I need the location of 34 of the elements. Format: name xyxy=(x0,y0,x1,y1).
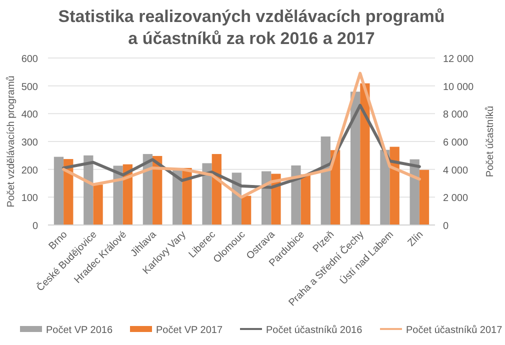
y-tick-label: 300 xyxy=(21,138,38,148)
y-axis-title: Počet vzdělávacích programů xyxy=(5,76,17,208)
y2-tick-label: 0 xyxy=(443,221,449,232)
bar xyxy=(54,156,64,225)
y-tick-label: 600 xyxy=(21,54,38,65)
bar xyxy=(419,170,430,225)
bar xyxy=(350,92,360,225)
bar xyxy=(320,136,330,225)
y2-tick-label: 10 000 xyxy=(443,82,474,93)
y2-axis-title: Počet účastníků xyxy=(484,106,496,178)
x-tick-label: Zlín xyxy=(406,229,426,249)
legend-label: Počet VP 2016 xyxy=(46,325,113,336)
legend-label: Počet VP 2017 xyxy=(156,325,223,336)
bar xyxy=(242,196,252,225)
y-tick-label: 100 xyxy=(21,193,38,204)
bar xyxy=(291,165,301,225)
bar xyxy=(300,174,310,225)
y2-tick-label: 8 000 xyxy=(443,110,468,121)
legend-label: Počet účastníků 2016 xyxy=(266,324,363,336)
y2-tick-label: 6 000 xyxy=(443,138,468,148)
line-series xyxy=(62,72,421,199)
y-tick-label: 0 xyxy=(32,221,38,232)
bar xyxy=(93,184,103,225)
bar xyxy=(202,163,212,225)
y2-tick-label: 4 000 xyxy=(443,165,468,176)
y-tick-label: 200 xyxy=(21,165,38,176)
bar xyxy=(360,83,370,225)
bar xyxy=(380,150,390,225)
y-tick-label: 400 xyxy=(21,110,38,121)
chart-title: Statistika realizovaných vzdělávacích programů a účastníků za rok 2016 a 2017 xyxy=(58,7,445,48)
y2-tick-label: 12 000 xyxy=(443,54,474,65)
y2-tick-label: 2 000 xyxy=(443,193,468,204)
legend-label: Počet účastníků 2017 xyxy=(406,324,503,336)
y-tick-label: 500 xyxy=(21,82,38,93)
